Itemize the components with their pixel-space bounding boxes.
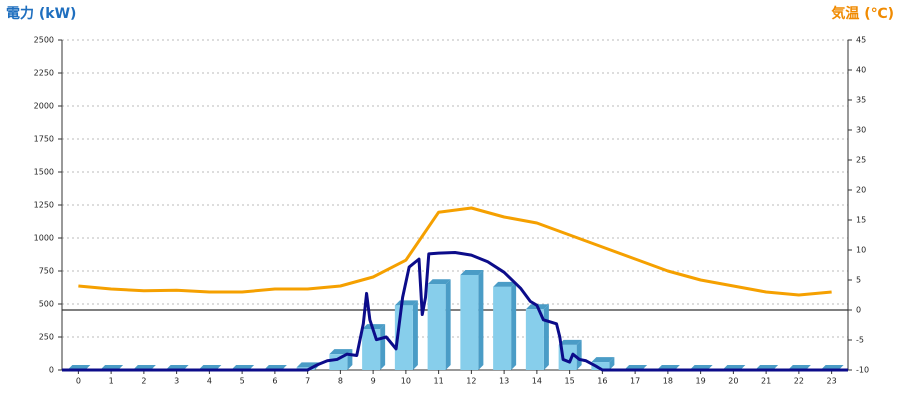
- bar-top: [460, 269, 484, 275]
- x-tick-label: 11: [434, 377, 444, 386]
- bar: [460, 274, 479, 370]
- y-tick-label: 750: [39, 267, 54, 276]
- x-tick-label: 16: [597, 377, 607, 386]
- bar-side: [412, 300, 418, 370]
- bar: [329, 354, 348, 370]
- bar-top: [427, 279, 451, 285]
- x-tick-label: 9: [371, 377, 376, 386]
- y2-tick-label: 0: [856, 306, 861, 315]
- y-tick-label: 1000: [34, 234, 54, 243]
- y-tick-label: 1500: [34, 168, 54, 177]
- y2-tick-label: 35: [856, 96, 866, 105]
- x-tick-label: 6: [272, 377, 277, 386]
- x-tick-label: 3: [174, 377, 179, 386]
- x-tick-label: 4: [207, 377, 212, 386]
- y-tick-label: 1250: [34, 201, 54, 210]
- x-tick-label: 5: [240, 377, 245, 386]
- y2-tick-label: 30: [856, 126, 866, 135]
- bar-top: [558, 339, 582, 345]
- y-tick-label: 2250: [34, 69, 54, 78]
- y2-tick-label: 20: [856, 186, 866, 195]
- y2-tick-label: 25: [856, 156, 866, 165]
- y2-tick-label: -5: [856, 336, 864, 345]
- y2-tick-label: -10: [856, 366, 869, 375]
- x-tick-label: 10: [401, 377, 411, 386]
- bar: [591, 362, 610, 370]
- y2-tick-label: 5: [856, 276, 861, 285]
- bar-side: [609, 357, 615, 370]
- bar-top: [591, 357, 615, 363]
- x-tick-label: 18: [663, 377, 673, 386]
- x-tick-label: 15: [565, 377, 575, 386]
- bar-side: [380, 324, 386, 370]
- y2-tick-label: 40: [856, 66, 866, 75]
- bar: [525, 309, 544, 370]
- left-axis-title: 電力 (kW): [6, 5, 76, 22]
- bar-side: [478, 269, 484, 370]
- bar-top: [493, 281, 517, 287]
- bar-side: [543, 304, 549, 370]
- y-tick-label: 2500: [34, 36, 54, 45]
- x-tick-label: 19: [696, 377, 706, 386]
- x-tick-label: 20: [728, 377, 738, 386]
- x-tick-label: 17: [630, 377, 640, 386]
- y2-tick-label: 10: [856, 246, 866, 255]
- bar: [362, 329, 381, 370]
- x-tick-label: 14: [532, 377, 542, 386]
- y-tick-label: 500: [39, 300, 54, 309]
- bar-side: [445, 279, 451, 370]
- x-tick-label: 21: [761, 377, 771, 386]
- x-tick-label: 7: [305, 377, 310, 386]
- x-tick-label: 12: [466, 377, 476, 386]
- x-tick-label: 0: [76, 377, 81, 386]
- y-tick-label: 1750: [34, 135, 54, 144]
- x-tick-label: 1: [109, 377, 114, 386]
- x-tick-label: 8: [338, 377, 343, 386]
- x-tick-label: 2: [141, 377, 146, 386]
- bar-side: [576, 339, 582, 370]
- x-tick-label: 23: [827, 377, 837, 386]
- line-series: [62, 251, 848, 372]
- x-tick-label: 22: [794, 377, 804, 386]
- bar-side: [511, 281, 517, 370]
- y-tick-label: 250: [39, 333, 54, 342]
- right-axis-title: 気温 (℃): [831, 5, 894, 22]
- y2-tick-label: 45: [856, 36, 866, 45]
- line-series: [78, 206, 832, 297]
- x-tick-label: 13: [499, 377, 509, 386]
- y-tick-label: 0: [49, 366, 54, 375]
- bar: [493, 286, 512, 370]
- y-tick-label: 2000: [34, 102, 54, 111]
- bar: [427, 284, 446, 370]
- y2-tick-label: 15: [856, 216, 866, 225]
